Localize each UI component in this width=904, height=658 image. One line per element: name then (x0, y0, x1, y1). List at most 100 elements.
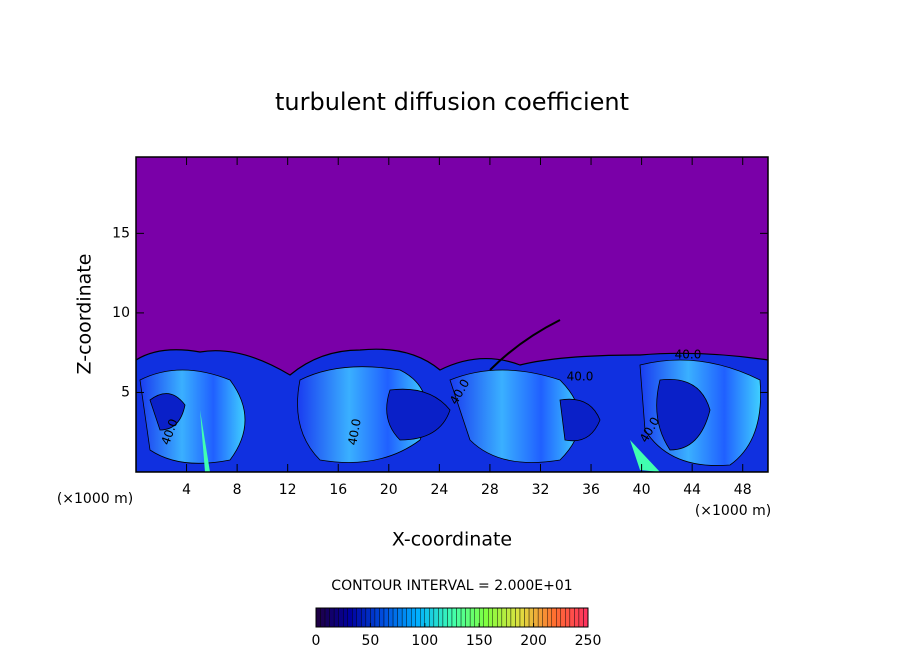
y-tick-label: 15 (112, 225, 130, 241)
x-tick-label: 4 (182, 482, 191, 498)
x-unit: (×1000 m) (57, 491, 133, 507)
colorbar-swatch (420, 607, 425, 628)
contour-label: 40.0 (567, 370, 594, 384)
colorbar-swatch (533, 607, 539, 628)
colorbar-swatch (324, 607, 330, 628)
colorbar-swatch (547, 607, 552, 628)
colorbar-swatch (556, 607, 561, 628)
colorbar-swatch (492, 607, 498, 628)
x-tick-label: 44 (683, 482, 701, 498)
x-tick-label: 24 (430, 482, 448, 498)
colorbar-swatch (578, 607, 584, 628)
colorbar-swatch (497, 607, 503, 628)
eddy-core (386, 388, 451, 441)
x-tick-label: 8 (233, 482, 242, 498)
colorbar-tick-label: 0 (312, 633, 321, 649)
x-tick-label: 32 (532, 482, 550, 498)
contour-label: 40.0 (675, 348, 702, 362)
colorbar-swatch (506, 607, 512, 628)
colorbar-swatch (365, 607, 371, 628)
colorbar-swatch (565, 607, 571, 628)
eddy-core (656, 378, 711, 451)
colorbar-swatch (388, 607, 394, 628)
colorbar-tick-label: 100 (411, 633, 438, 649)
plot-frame (135, 156, 769, 473)
colorbar-swatch (519, 607, 525, 628)
x-tick-label: 28 (481, 482, 499, 498)
colorbar-swatch (583, 607, 589, 628)
colorbar-swatch (392, 607, 398, 628)
x-tick-label: 48 (734, 482, 752, 498)
colorbar-swatch (333, 607, 339, 628)
colorbar-swatch (574, 607, 580, 628)
colorbar-swatch (347, 607, 353, 628)
colorbar-swatch (343, 607, 348, 628)
x-tick-label: 12 (279, 482, 297, 498)
colorbar-swatch (429, 607, 435, 628)
colorbar-swatch (524, 607, 530, 628)
colorbar-swatch (542, 607, 548, 628)
x-tick-label: 40 (633, 482, 651, 498)
colorbar-tick-label: 250 (575, 633, 602, 649)
colorbar-swatch (338, 607, 344, 628)
colorbar-frame (315, 607, 589, 628)
colorbar-swatch (352, 607, 357, 628)
eddy-core (149, 393, 186, 431)
colorbar-swatch (415, 607, 421, 628)
x-tick-label: 36 (582, 482, 600, 498)
y-unit: (×1000 m) (695, 503, 771, 519)
colorbar-swatch (560, 607, 566, 628)
eddy-core (559, 398, 601, 442)
hot-spot (630, 440, 660, 472)
colorbar-swatch (515, 607, 521, 628)
colorbar-tick-label: 50 (361, 633, 379, 649)
colorbar-swatch (379, 607, 385, 628)
colorbar-swatch (424, 607, 430, 628)
colorbar-swatch (383, 607, 389, 628)
colorbar-swatch (433, 607, 439, 628)
y-axis-label: Z-coordinate (74, 254, 96, 375)
colorbar-tick-label: 150 (466, 633, 493, 649)
colorbar-tick-label: 200 (520, 633, 547, 649)
colorbar-swatch (474, 607, 480, 628)
colorbar-swatch (551, 607, 557, 628)
turbulent-layer (136, 348, 768, 472)
contour-field (136, 157, 768, 472)
colorbar-swatch (411, 607, 416, 628)
colorbar-swatch (460, 607, 466, 628)
colorbar-swatch (438, 607, 444, 628)
colorbar-swatch (569, 607, 575, 628)
colorbar-swatch (361, 607, 367, 628)
colorbar-swatch (397, 607, 403, 628)
x-axis-label: X-coordinate (392, 529, 512, 551)
y-tick-label: 10 (112, 305, 130, 321)
colorbar-swatch (537, 607, 543, 628)
colorbar-swatch (442, 607, 448, 628)
colorbar-swatch (320, 607, 326, 628)
colorbar-swatch (510, 607, 516, 628)
colorbar-swatch (456, 607, 462, 628)
x-tick-label: 16 (329, 482, 347, 498)
colorbar-swatch (329, 607, 335, 628)
colorbar-swatch (315, 607, 321, 628)
colorbar-swatch (483, 607, 489, 628)
colorbar-swatch (469, 607, 475, 628)
x-tick-label: 20 (380, 482, 398, 498)
colorbar-swatch (465, 607, 471, 628)
colorbar-swatch (374, 607, 380, 628)
colorbar-swatch (406, 607, 412, 628)
contour-interval: CONTOUR INTERVAL = 2.000E+01 (331, 578, 572, 594)
plume (489, 319, 561, 371)
colorbar-swatch (479, 607, 484, 628)
colorbar-swatch (401, 607, 407, 628)
colorbar-swatch (447, 607, 453, 628)
colorbar-swatch (370, 607, 376, 628)
colorbar-swatch (528, 607, 534, 628)
colorbar-swatch (501, 607, 507, 628)
contour-label: 40.0 (345, 418, 363, 447)
hot-spot (200, 410, 210, 472)
colorbar-swatch (356, 607, 362, 628)
chart-title: turbulent diffusion coefficient (275, 88, 629, 116)
y-tick-label: 5 (121, 384, 130, 400)
